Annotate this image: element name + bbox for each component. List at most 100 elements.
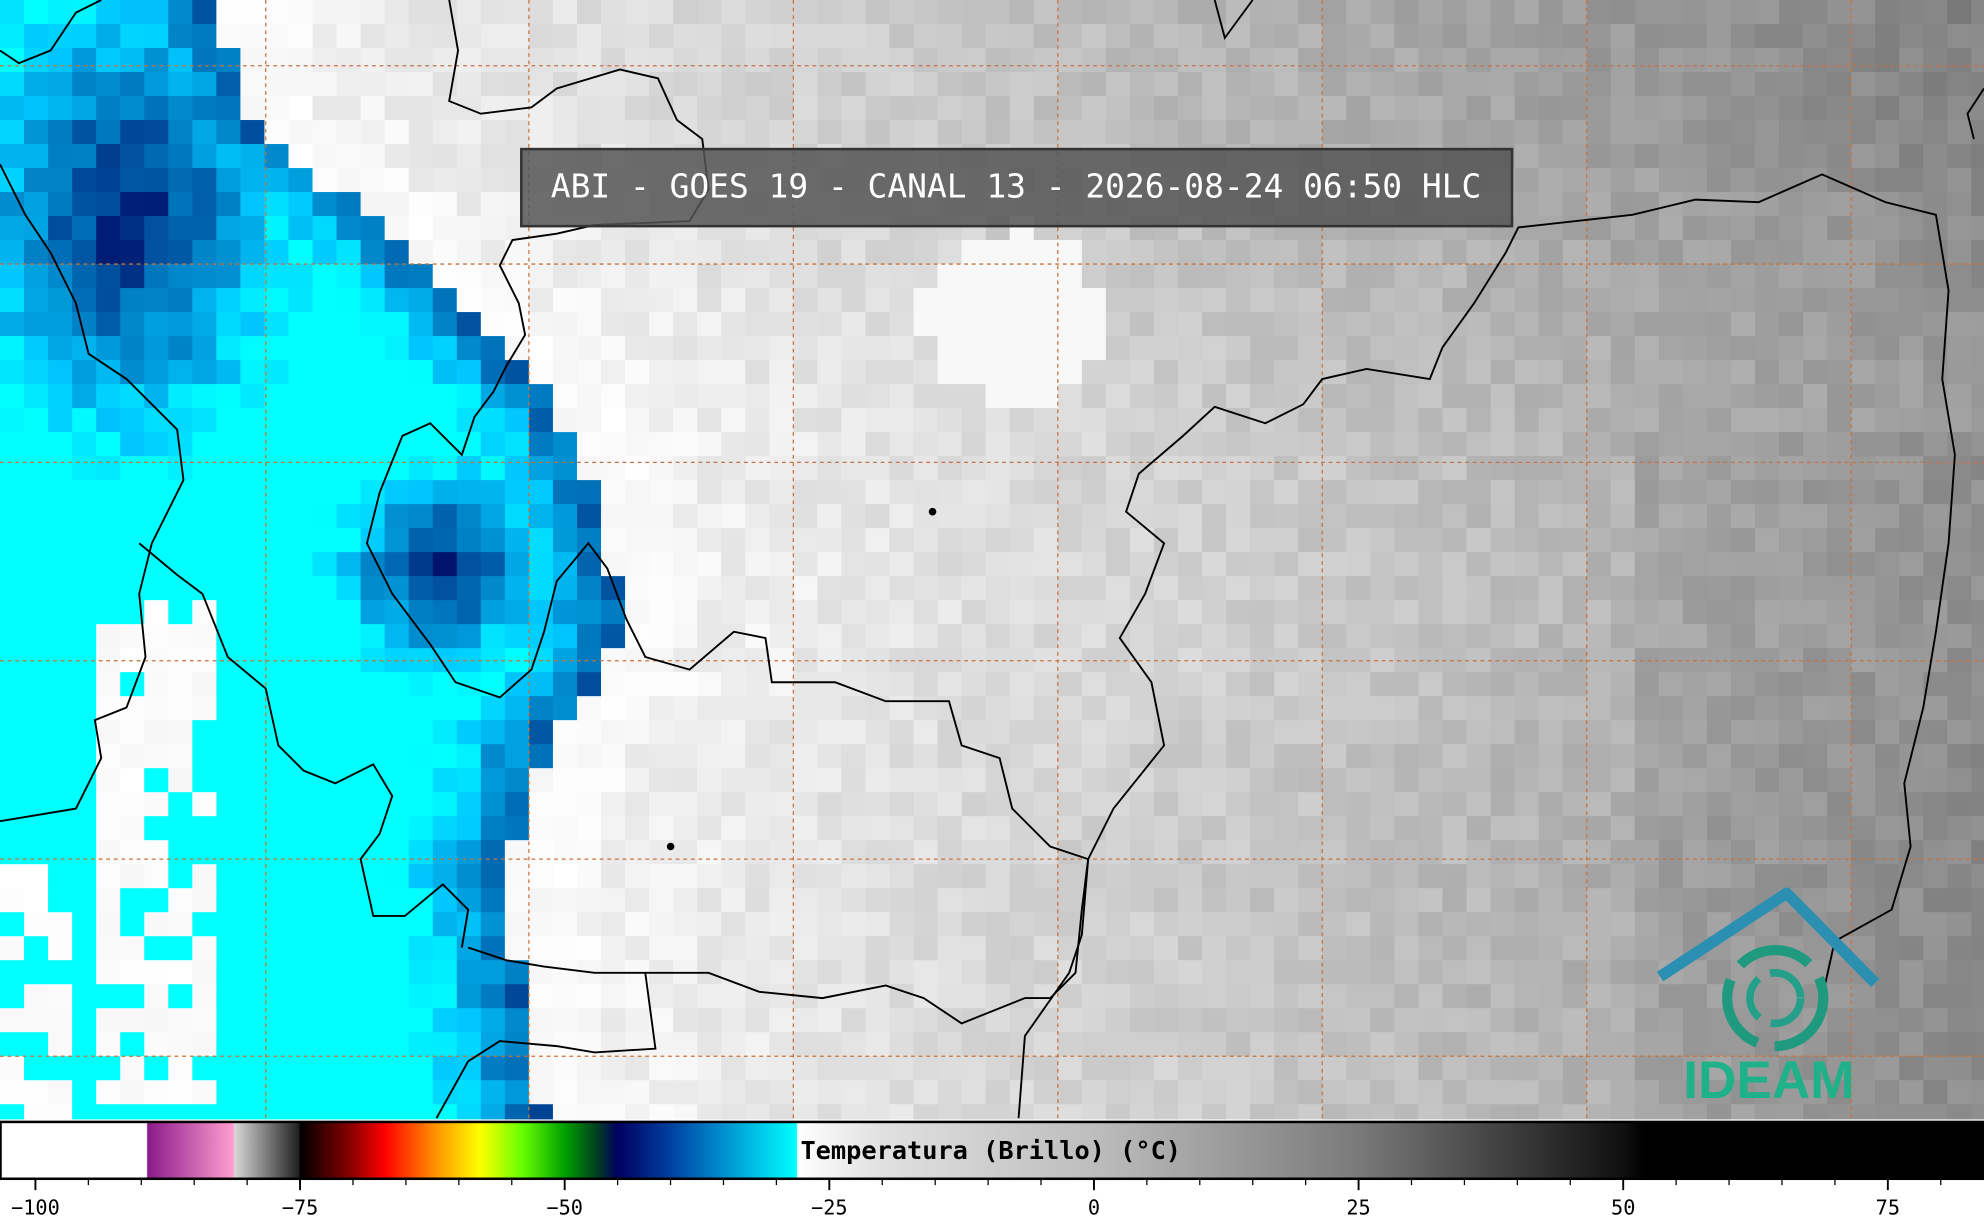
pixel	[1803, 816, 1828, 841]
pixel	[1827, 672, 1852, 697]
pixel	[552, 408, 578, 433]
pixel	[576, 912, 602, 937]
pixel	[1827, 432, 1852, 457]
pixel	[264, 408, 290, 433]
pixel	[1153, 864, 1179, 889]
pixel	[721, 792, 746, 817]
pixel	[1586, 528, 1612, 553]
pixel	[0, 1008, 25, 1033]
pixel	[504, 768, 530, 793]
pixel	[1081, 264, 1107, 289]
pixel	[432, 792, 458, 817]
pixel	[264, 840, 290, 865]
pixel	[1899, 384, 1924, 409]
pixel	[24, 312, 49, 337]
pixel	[913, 960, 939, 985]
pixel	[456, 72, 482, 97]
pixel	[1971, 384, 1984, 409]
pixel	[1394, 864, 1420, 889]
pixel	[168, 864, 193, 889]
pixel	[1803, 48, 1828, 73]
pixel	[240, 936, 266, 961]
pixel	[0, 888, 25, 913]
pixel	[961, 408, 987, 433]
pixel	[769, 792, 794, 817]
pixel	[168, 384, 193, 409]
pixel	[360, 888, 386, 913]
pixel	[1706, 432, 1732, 457]
pixel	[168, 816, 193, 841]
pixel	[288, 288, 314, 313]
pixel	[1418, 288, 1444, 313]
pixel	[1466, 696, 1492, 721]
pixel	[456, 816, 482, 841]
pixel	[48, 264, 73, 289]
pixel	[528, 792, 554, 817]
pixel	[456, 192, 482, 217]
pixel	[1370, 1032, 1395, 1057]
pixel	[1178, 24, 1203, 49]
pixel	[1779, 792, 1804, 817]
pixel	[1634, 0, 1660, 25]
pixel	[961, 744, 987, 769]
pixel	[1803, 696, 1828, 721]
pixel	[625, 600, 650, 625]
pixel	[240, 552, 266, 577]
pixel	[384, 1008, 410, 1033]
pixel	[1226, 912, 1251, 937]
pixel	[0, 504, 25, 529]
pixel	[1971, 576, 1984, 601]
pixel	[1514, 336, 1540, 361]
pixel	[432, 888, 458, 913]
pixel	[336, 720, 362, 745]
pixel	[1706, 768, 1732, 793]
pixel	[264, 888, 290, 913]
pixel	[1875, 960, 1900, 985]
pixel	[120, 456, 145, 481]
pixel	[937, 576, 963, 601]
pixel	[649, 600, 674, 625]
pixel	[1129, 672, 1155, 697]
pixel	[1466, 888, 1492, 913]
pixel	[1009, 24, 1035, 49]
pixel	[985, 480, 1011, 505]
pixel	[504, 1056, 530, 1081]
pixel	[1057, 264, 1083, 289]
pixel	[721, 936, 746, 961]
pixel	[72, 120, 97, 145]
pixel	[841, 720, 867, 745]
pixel	[216, 576, 242, 601]
pixel	[0, 456, 25, 481]
pixel	[504, 816, 530, 841]
pixel	[336, 240, 362, 265]
pixel	[745, 0, 770, 25]
pixel	[336, 840, 362, 865]
pixel	[1057, 1056, 1083, 1081]
pixel	[1730, 408, 1756, 433]
pixel	[601, 864, 626, 889]
pixel	[793, 264, 819, 289]
pixel	[288, 768, 314, 793]
pixel	[769, 816, 794, 841]
pixel	[72, 912, 97, 937]
pixel	[1250, 480, 1275, 505]
pixel	[576, 48, 602, 73]
pixel	[1322, 480, 1347, 505]
pixel	[1899, 1032, 1924, 1057]
pixel	[1033, 24, 1059, 49]
pixel	[96, 264, 121, 289]
pixel	[1129, 912, 1155, 937]
pixel	[1706, 480, 1732, 505]
pixel	[985, 696, 1011, 721]
pixel	[1538, 768, 1564, 793]
pixel	[1658, 984, 1684, 1009]
pixel	[1370, 72, 1395, 97]
pixel	[456, 0, 482, 25]
pixel	[336, 504, 362, 529]
pixel	[913, 696, 939, 721]
pixel	[1851, 24, 1876, 49]
pixel	[865, 24, 891, 49]
pixel	[1730, 96, 1756, 121]
pixel	[384, 576, 410, 601]
pixel	[1442, 456, 1468, 481]
